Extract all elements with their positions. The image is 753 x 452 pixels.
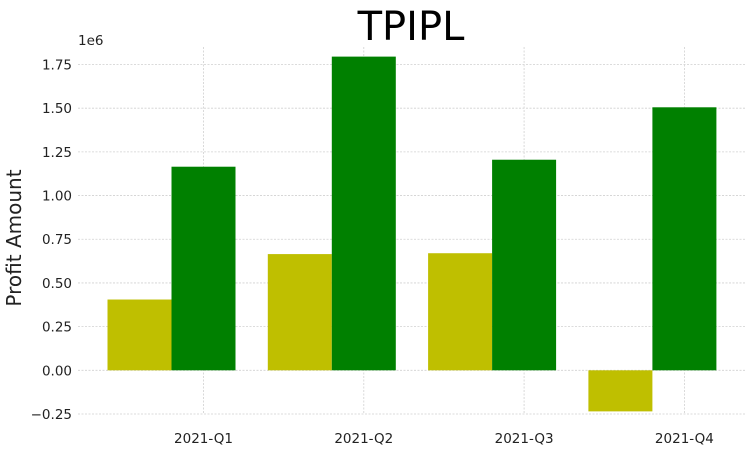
y-tick-label: 1.50 (42, 101, 72, 117)
y-axis-offset-label: 1e6 (78, 33, 103, 49)
bars (107, 56, 717, 412)
bar-series-1-2021-q2 (267, 254, 332, 371)
y-tick-label: 0.25 (42, 320, 72, 336)
bar-series-2-2021-q4 (652, 107, 717, 371)
y-tick-label: 0.00 (42, 363, 72, 379)
y-tick-label: 1.25 (42, 145, 72, 161)
bar-series-2-2021-q1 (171, 166, 236, 371)
bar-series-1-2021-q3 (428, 253, 493, 371)
y-tick-label: −0.25 (31, 407, 72, 423)
y-tick-label: 0.50 (42, 276, 72, 292)
y-tick-label: 1.00 (42, 189, 72, 205)
y-tick-label: 0.75 (42, 232, 72, 248)
x-tick-labels: 2021-Q1 2021-Q2 2021-Q3 2021-Q4 (174, 431, 714, 447)
x-tick-label: 2021-Q2 (334, 431, 393, 447)
y-tick-labels: −0.25 0.00 0.25 0.50 0.75 1.00 1.25 1.50 1.75 (31, 57, 72, 423)
bar-series-1-2021-q4 (588, 370, 653, 412)
y-tick-label: 1.75 (42, 57, 72, 73)
x-tick-label: 2021-Q1 (174, 431, 233, 447)
chart-title: TPIPL (357, 4, 465, 50)
bar-series-2-2021-q2 (331, 56, 396, 371)
x-tick-label: 2021-Q3 (495, 431, 554, 447)
y-axis-label: Profit Amount (2, 169, 26, 306)
bar-series-1-2021-q1 (107, 299, 172, 371)
x-tick-label: 2021-Q4 (655, 431, 714, 447)
bar-series-2-2021-q3 (492, 159, 557, 371)
